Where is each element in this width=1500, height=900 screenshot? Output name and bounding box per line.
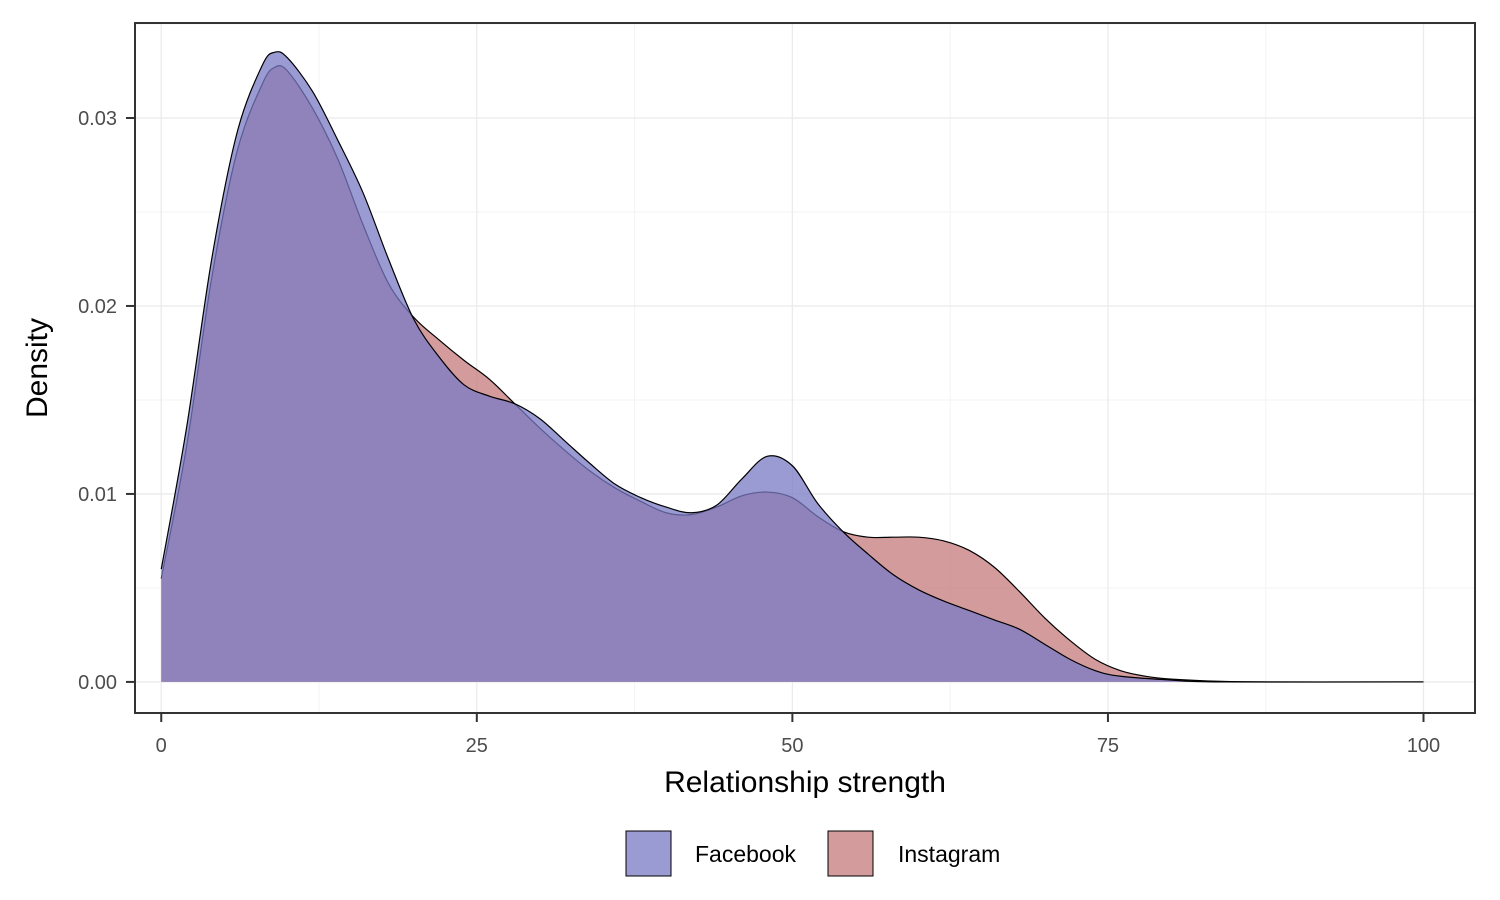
density-areas [160, 51, 1424, 683]
x-tick-label: 0 [156, 735, 167, 757]
y-axis-title: Density [21, 318, 54, 418]
x-tick-label: 75 [1097, 735, 1119, 757]
density-area-facebook [161, 51, 1424, 683]
y-tick-label: 0.01 [78, 484, 117, 506]
legend-key-instagram [827, 830, 874, 877]
y-tick-label: 0.03 [78, 108, 117, 130]
density-line-facebook [160, 51, 1424, 683]
plot-panel-border [134, 22, 1476, 714]
y-tick-label: 0.00 [78, 672, 117, 694]
legend-label-facebook: Facebook [695, 841, 797, 867]
y-tick-label: 0.02 [78, 296, 117, 318]
legend-key-facebook [625, 830, 672, 877]
legend-label-instagram: Instagram [898, 841, 1000, 867]
x-tick-label: 100 [1407, 735, 1440, 757]
axes: 0 25 50 75 100 0.00 0.01 0.02 0.03 [78, 108, 1440, 757]
legend: Facebook Instagram [625, 830, 1000, 877]
x-tick-label: 25 [466, 735, 488, 757]
x-axis-title: Relationship strength [664, 766, 946, 799]
x-tick-label: 50 [781, 735, 803, 757]
